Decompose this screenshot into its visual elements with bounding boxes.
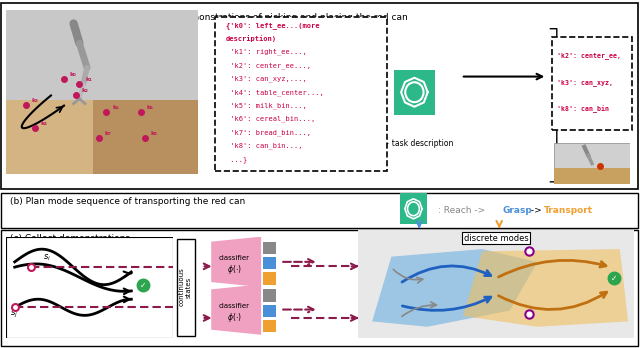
Text: k₂: k₂ (81, 88, 88, 93)
FancyBboxPatch shape (1, 193, 638, 228)
Text: (c) Collect demonstrations: (c) Collect demonstrations (10, 234, 129, 243)
FancyBboxPatch shape (6, 237, 173, 338)
Text: k₅: k₅ (112, 105, 119, 110)
Text: : Reach ->: : Reach -> (438, 206, 486, 215)
Polygon shape (93, 100, 198, 174)
Text: (a) Prompt LLM to select features for demonstrations of picking and placing the : (a) Prompt LLM to select features for de… (10, 14, 407, 22)
FancyBboxPatch shape (262, 319, 276, 332)
FancyBboxPatch shape (392, 67, 437, 117)
Text: Grasp: Grasp (502, 206, 532, 215)
Text: 'k4': table_center...,: 'k4': table_center..., (225, 89, 323, 96)
FancyBboxPatch shape (262, 257, 276, 269)
Polygon shape (463, 249, 628, 327)
FancyBboxPatch shape (262, 272, 276, 285)
Text: classifier: classifier (219, 255, 250, 261)
Text: 'k8': can_bin: 'k8': can_bin (557, 105, 609, 113)
Text: and / or: and / or (573, 114, 602, 123)
FancyBboxPatch shape (262, 290, 276, 302)
Text: $s_j$: $s_j$ (10, 309, 18, 320)
Text: 'k7': bread_bin...,: 'k7': bread_bin..., (225, 129, 310, 136)
Text: 'k2': center_ee,: 'k2': center_ee, (557, 52, 621, 59)
Text: 'k3': can_xyz,: 'k3': can_xyz, (557, 79, 613, 86)
FancyBboxPatch shape (6, 10, 198, 174)
Text: description): description) (225, 35, 276, 42)
Text: $\phi(\cdot)$: $\phi(\cdot)$ (227, 263, 242, 276)
Text: k₄: k₄ (41, 121, 48, 126)
FancyBboxPatch shape (554, 143, 630, 184)
Text: k₈: k₈ (150, 131, 157, 136)
FancyBboxPatch shape (353, 228, 639, 340)
Text: Transport: Transport (544, 206, 593, 215)
Text: ✓: ✓ (140, 280, 146, 290)
Text: 'k3': can_xyz,...,: 'k3': can_xyz,..., (225, 76, 307, 82)
Text: + task description: + task description (383, 139, 453, 148)
Text: k₇: k₇ (104, 131, 111, 136)
Text: continuous
states: continuous states (179, 268, 192, 307)
FancyBboxPatch shape (215, 17, 387, 171)
Polygon shape (554, 168, 630, 184)
Text: ✓: ✓ (611, 274, 618, 283)
FancyBboxPatch shape (1, 230, 638, 346)
Polygon shape (6, 100, 198, 174)
Text: k₁: k₁ (85, 77, 92, 82)
Polygon shape (211, 284, 261, 335)
Text: k₀: k₀ (70, 72, 77, 77)
Text: ...}: ...} (225, 156, 247, 163)
FancyBboxPatch shape (552, 37, 632, 130)
Text: k₆: k₆ (147, 105, 154, 110)
Text: 'k5': milk_bin...,: 'k5': milk_bin..., (225, 102, 307, 109)
FancyBboxPatch shape (399, 191, 428, 226)
Text: (b) Plan mode sequence of transporting the red can: (b) Plan mode sequence of transporting t… (10, 197, 245, 206)
Text: state $S_i$: state $S_i$ (566, 162, 599, 175)
Text: $\phi(\cdot)$: $\phi(\cdot)$ (227, 311, 242, 324)
Text: $s_i$: $s_i$ (43, 253, 51, 263)
Polygon shape (372, 249, 538, 327)
Text: 'k1': right_ee...,: 'k1': right_ee..., (225, 49, 307, 55)
Polygon shape (211, 237, 261, 287)
FancyBboxPatch shape (1, 3, 638, 189)
Text: ->: -> (528, 206, 541, 215)
Text: 'k6': cereal_bin...,: 'k6': cereal_bin..., (225, 116, 315, 122)
Text: 'k2': center_ee...,: 'k2': center_ee..., (225, 62, 310, 69)
FancyBboxPatch shape (262, 242, 276, 254)
Text: {'k0': left_ee...(more: {'k0': left_ee...(more (225, 22, 319, 29)
Text: discrete modes: discrete modes (463, 234, 529, 243)
Text: classifier: classifier (219, 302, 250, 309)
FancyBboxPatch shape (262, 304, 276, 317)
FancyBboxPatch shape (177, 239, 195, 335)
Text: 'k8': can_bin...,: 'k8': can_bin..., (225, 143, 302, 149)
Text: k₃: k₃ (31, 98, 38, 103)
